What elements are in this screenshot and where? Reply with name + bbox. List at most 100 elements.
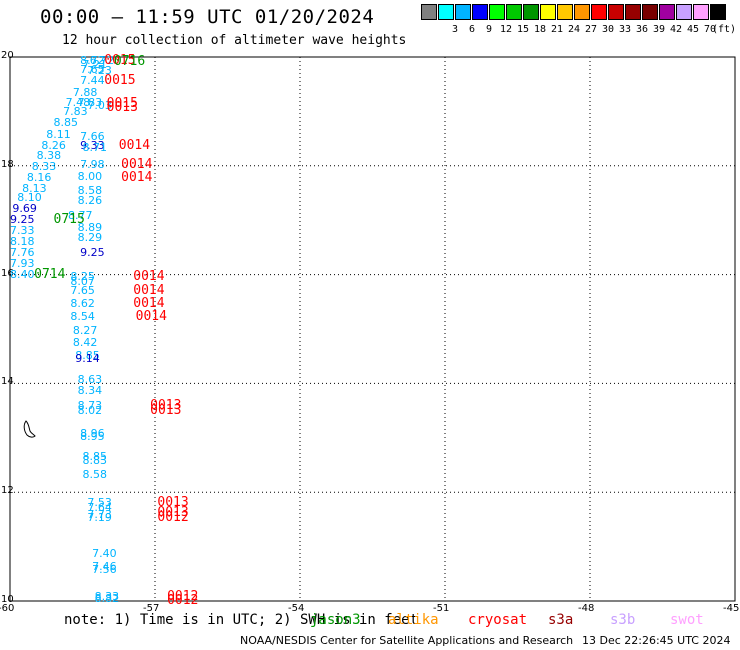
timestamp: 13 Dec 22:26:45 UTC 2024: [582, 634, 731, 647]
satellite-legend-entry: swot: [670, 612, 704, 628]
wave-height-value: 7.83: [63, 105, 88, 119]
wave-height-value: 8.40: [10, 267, 35, 281]
colorbar-swatch: [693, 4, 709, 20]
wave-height-value: 7.66: [80, 129, 105, 143]
wave-height-value: 9.25: [10, 213, 35, 227]
colorbar-label: 42: [669, 24, 683, 35]
orbit-number-label: 0015: [106, 95, 138, 111]
map-frame: [9, 56, 736, 602]
wave-height-value: 8.34: [77, 383, 103, 397]
colorbar-label: 39: [652, 24, 666, 35]
wave-height-value: 8.85: [75, 349, 100, 363]
colorbar-label: 18: [533, 24, 547, 35]
wave-height-value: 8.71: [82, 141, 108, 155]
orbit-number-label: 0014: [118, 138, 151, 154]
wave-height-value: 8.42: [72, 336, 98, 350]
colorbar-swatch: [472, 4, 488, 20]
wave-height-value: 7.88: [72, 85, 98, 99]
orbit-number-label: 0014: [135, 308, 167, 324]
colorbar-label: 15: [516, 24, 530, 35]
orbit-number-label: 0013: [150, 402, 182, 418]
colorbar-label: 30: [601, 24, 615, 35]
orbit-number-label: 0015: [104, 52, 136, 68]
colorbar-label: 70: [703, 24, 717, 35]
longitude-tick-label: -54: [288, 603, 305, 614]
colorbar-label: 21: [550, 24, 564, 35]
longitude-tick-label: -60: [0, 603, 15, 614]
orbit-number-label: 0715: [53, 212, 85, 228]
colorbar-swatch: [574, 4, 590, 20]
longitude-tick-label: -57: [143, 603, 160, 614]
orbit-number-label: 0012: [167, 592, 199, 608]
colorbar-unit: (ft): [711, 24, 737, 35]
map-plot: -60 -57 -54 -51 -48 -45 20 18 16 14 12 10 8.727.216…: [0, 50, 739, 614]
colorbar-swatch: [438, 4, 454, 20]
orbit-number-label: 0013: [157, 504, 189, 520]
wave-height-value: 7.19: [87, 511, 112, 525]
wave-height-value: 7.65: [70, 283, 95, 297]
colorbar-swatch: [557, 4, 573, 20]
wave-height-value: 6.72: [89, 53, 115, 67]
wave-height-value: 8.58: [77, 183, 103, 197]
wave-height-value: 7.83: [77, 95, 103, 109]
colorbar-label: 3: [451, 24, 459, 35]
credit-text: NOAA/NESDIS Center for Satellite Applica…: [240, 634, 574, 647]
longitude-tick-label: -45: [723, 603, 740, 614]
colorbar-label: 27: [584, 24, 598, 35]
satellite-legend-entry: jason3: [310, 612, 361, 628]
orbit-number-label: 0014: [133, 268, 165, 284]
orbit-number-label: 0014: [133, 295, 165, 311]
wave-height-value: 8.27: [72, 324, 98, 338]
wave-height-value: 7.46: [92, 560, 117, 574]
page-title: 00:00 — 11:59 UTC 01/20/2024: [40, 6, 375, 28]
colorbar-swatch: [659, 4, 675, 20]
wave-height-value: 7.65: [80, 62, 105, 76]
colorbar-label: 33: [618, 24, 632, 35]
wave-height-value: 8.33: [31, 159, 57, 173]
colorbar-swatch: [642, 4, 658, 20]
colorbar-label: 24: [567, 24, 581, 35]
wave-height-value: 8.33: [94, 589, 120, 603]
wave-height-value: 8.54: [70, 309, 95, 323]
wave-height-value: 7.53: [87, 495, 112, 509]
wave-height-value: 8.07: [70, 275, 95, 289]
longitude-tick-label: -48: [578, 603, 595, 614]
orbit-number-label: 0014: [121, 156, 153, 172]
footer-note: note: 1) Time is in UTC; 2) SWH is in fe…: [64, 612, 419, 628]
wave-height-value: 7.93: [10, 256, 35, 270]
wave-height-value: 8.11: [46, 128, 71, 142]
orbit-number-label: 0013: [157, 494, 189, 510]
latitude-tick-label: 12: [1, 485, 14, 497]
colorbar-swatch: [710, 4, 726, 20]
wave-height-value: 8.85: [82, 450, 108, 464]
wave-height-value: 8.13: [22, 181, 47, 195]
wave-height-value: 7.33: [10, 223, 35, 237]
orbit-number-label: 0714: [34, 266, 66, 282]
wave-height-value: 9.14: [75, 352, 100, 366]
wave-height-value: 7.03: [87, 98, 112, 112]
page-subtitle: 12 hour collection of altimeter wave hei…: [62, 33, 407, 48]
island-shape: [23, 420, 36, 438]
wave-height-value: 8.16: [26, 170, 52, 184]
orbit-number-label: 0015: [104, 72, 136, 88]
colorbar-label: 12: [499, 24, 513, 35]
wave-height-value: 8.62: [70, 296, 95, 310]
satellite-legend-entry: s3a: [548, 612, 574, 628]
wave-height-value: 8.96: [80, 427, 105, 441]
wave-height-value: 8.29: [77, 230, 103, 244]
orbit-number-label: 0013: [150, 398, 182, 414]
colorbar-swatch: [523, 4, 539, 20]
wave-height-value: 7.44: [80, 73, 105, 87]
colorbar-swatch: [455, 4, 471, 20]
wave-height-value: 7.40: [92, 547, 117, 561]
wave-height-value: 8.82: [94, 591, 120, 605]
wave-height-value: 8.26: [77, 193, 103, 207]
colorbar-label: 45: [686, 24, 700, 35]
colorbar-label: 6: [468, 24, 476, 35]
colorbar-label: 36: [635, 24, 649, 35]
wave-height-value: 7.23: [87, 64, 112, 78]
wave-height-value: 8.73: [77, 399, 103, 413]
orbit-number-label: 0014: [133, 282, 165, 298]
wave-height-value: 7.64: [87, 501, 112, 515]
orbit-number-label: 0716: [113, 54, 146, 70]
